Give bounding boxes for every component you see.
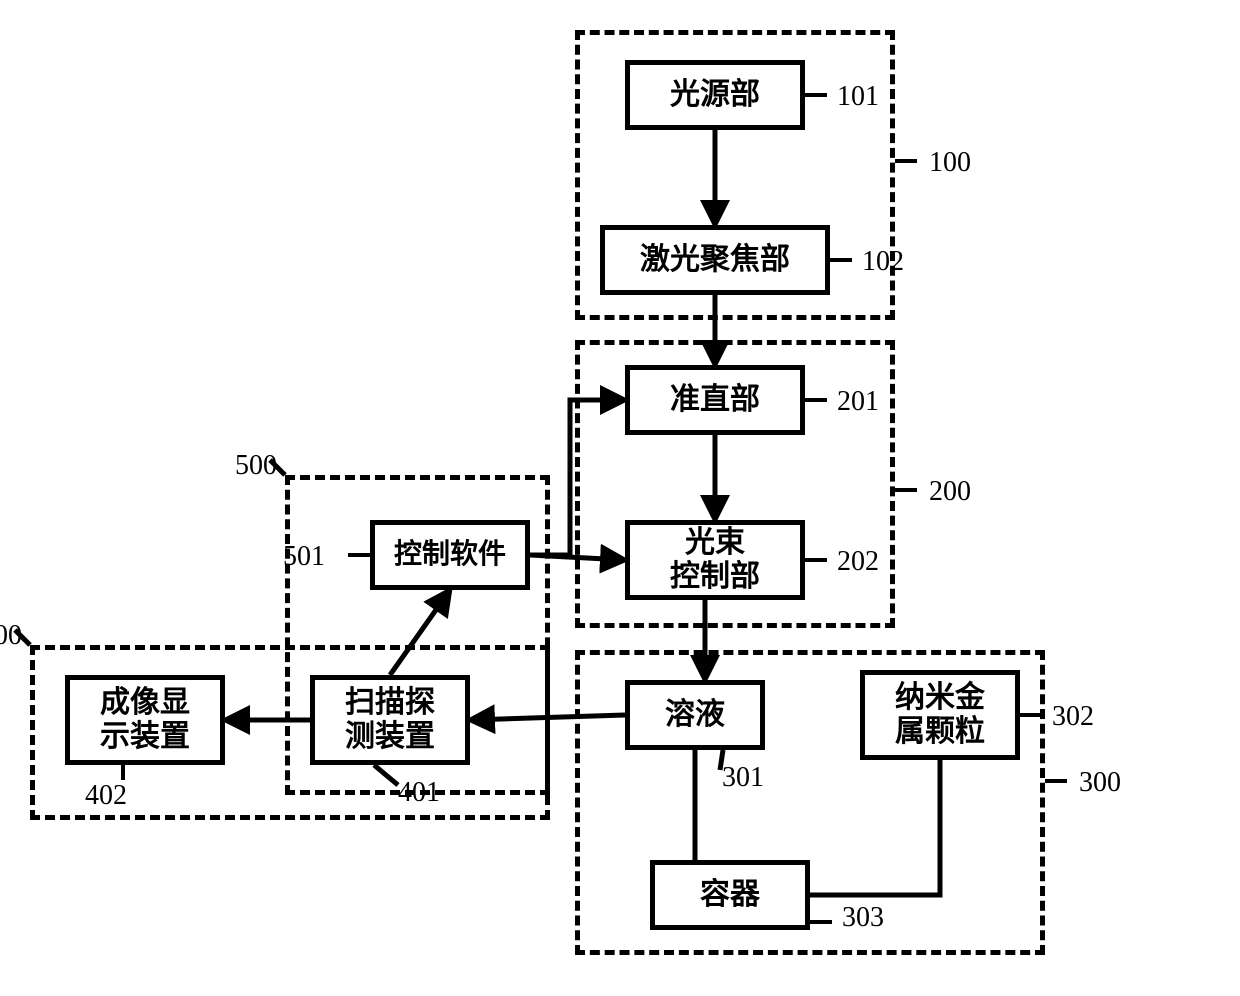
node-501: 控制软件 (370, 520, 530, 590)
node-101-label: 光源部 (670, 78, 760, 113)
node-102-label: 激光聚焦部 (640, 243, 790, 278)
ref-300: 300 (1079, 767, 1121, 799)
ref-501: 501 (283, 541, 325, 573)
node-302-label: 纳米金属颗粒 (895, 681, 985, 750)
ref-400: 400 (0, 620, 22, 652)
node-303-label: 容器 (700, 878, 760, 913)
node-501-label: 控制软件 (394, 539, 506, 571)
ref-303: 303 (842, 902, 884, 934)
node-303: 容器 (650, 860, 810, 930)
ref-101: 101 (837, 81, 879, 113)
node-401-label: 扫描探测装置 (345, 686, 435, 755)
node-301: 溶液 (625, 680, 765, 750)
ref-402: 402 (85, 780, 127, 812)
ref-302: 302 (1052, 701, 1094, 733)
ref-401: 401 (398, 777, 440, 809)
ref-201: 201 (837, 386, 879, 418)
node-101: 光源部 (625, 60, 805, 130)
node-201-label: 准直部 (670, 383, 760, 418)
ref-202: 202 (837, 546, 879, 578)
ref-102: 102 (862, 246, 904, 278)
node-302: 纳米金属颗粒 (860, 670, 1020, 760)
node-102: 激光聚焦部 (600, 225, 830, 295)
ref-301: 301 (722, 762, 764, 794)
ref-200: 200 (929, 476, 971, 508)
node-402: 成像显示装置 (65, 675, 225, 765)
node-401: 扫描探测装置 (310, 675, 470, 765)
ref-100: 100 (929, 147, 971, 179)
node-202-label: 光束控制部 (670, 526, 760, 595)
node-301-label: 溶液 (665, 698, 725, 733)
diagram-canvas: 光源部 激光聚焦部 准直部 光束控制部 控制软件 溶液 纳米金属颗粒 容器 扫描… (0, 0, 1240, 996)
ref-500: 500 (235, 450, 277, 482)
node-402-label: 成像显示装置 (100, 686, 190, 755)
node-202: 光束控制部 (625, 520, 805, 600)
node-201: 准直部 (625, 365, 805, 435)
